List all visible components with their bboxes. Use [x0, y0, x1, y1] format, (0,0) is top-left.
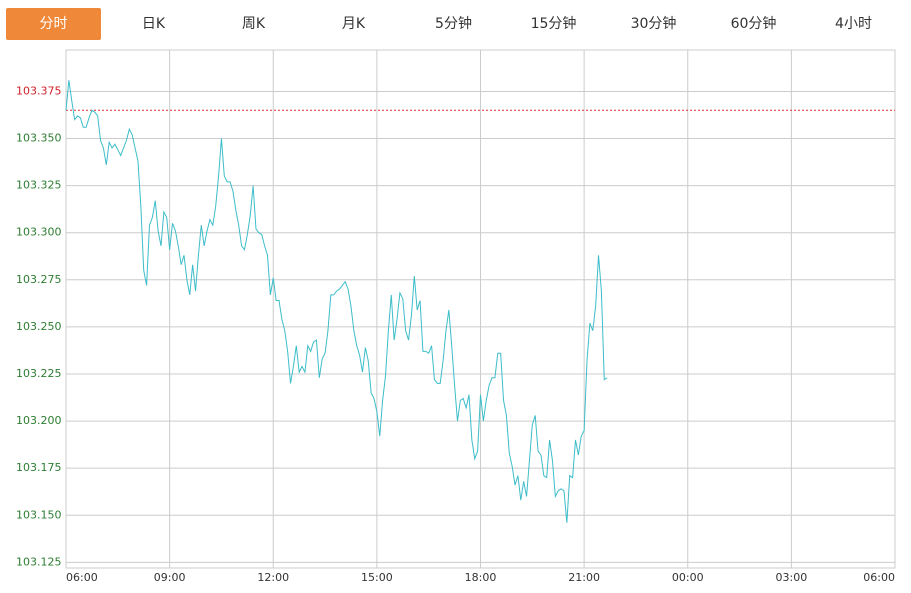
y-tick-label: 103.150 [16, 508, 62, 521]
y-tick-label: 103.300 [16, 226, 62, 239]
x-tick-label: 09:00 [154, 571, 186, 584]
x-tick-label: 12:00 [257, 571, 289, 584]
tab[interactable]: 周K [241, 16, 266, 32]
x-tick-label: 06:00 [66, 571, 98, 584]
price-line [65, 80, 608, 523]
tab[interactable]: 5分钟 [435, 16, 472, 32]
y-tick-label: 103.275 [16, 273, 62, 286]
x-tick-label: 21:00 [568, 571, 600, 584]
tab[interactable]: 60分钟 [730, 16, 777, 32]
y-tick-label: 103.225 [16, 367, 62, 380]
x-tick-label: 18:00 [465, 571, 497, 584]
tab[interactable]: 日K [141, 16, 166, 32]
y-tick-label: 103.375 [16, 84, 62, 97]
x-tick-label: 06:00 [863, 571, 895, 584]
tab[interactable]: 15分钟 [530, 16, 577, 32]
tab[interactable]: 月K [341, 16, 366, 32]
tab[interactable]: 4小时 [835, 16, 872, 32]
tab[interactable]: 30分钟 [630, 16, 677, 32]
y-tick-label: 103.350 [16, 132, 62, 145]
x-tick-label: 15:00 [361, 571, 393, 584]
y-tick-label: 103.200 [16, 414, 62, 427]
x-tick-label: 03:00 [776, 571, 808, 584]
tab[interactable]: 分时 [6, 8, 101, 40]
x-tick-label: 00:00 [672, 571, 704, 584]
y-tick-label: 103.325 [16, 179, 62, 192]
y-tick-label: 103.250 [16, 320, 62, 333]
y-tick-label: 103.175 [16, 461, 62, 474]
y-tick-label: 103.125 [16, 555, 62, 568]
